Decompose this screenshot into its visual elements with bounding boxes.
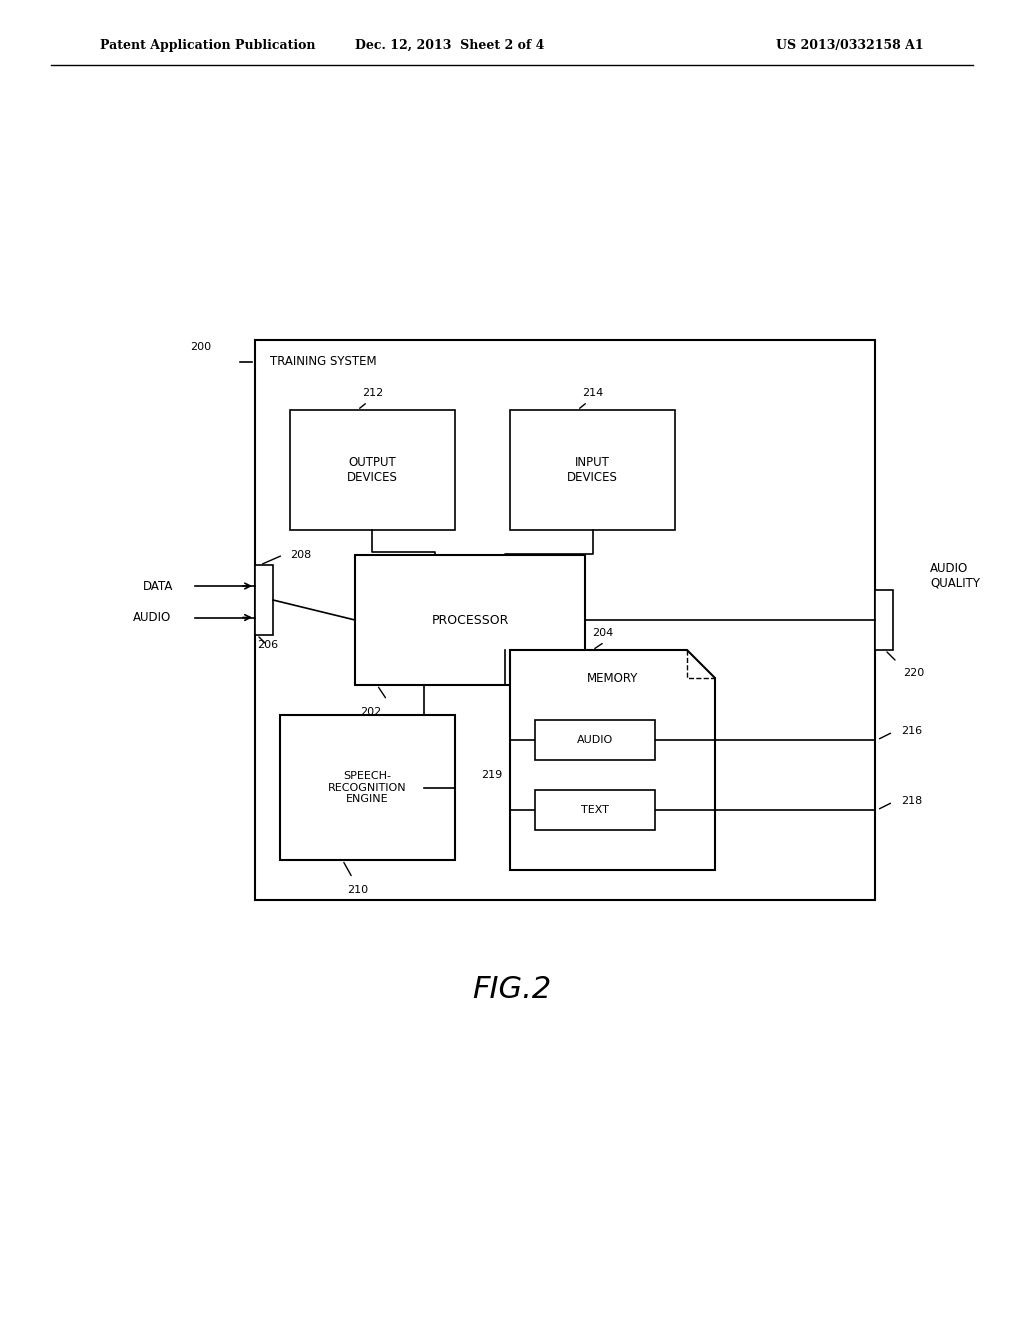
FancyBboxPatch shape [510,411,675,531]
Text: US 2013/0332158 A1: US 2013/0332158 A1 [776,38,924,51]
Text: 214: 214 [582,388,603,399]
Text: 218: 218 [901,796,923,807]
FancyBboxPatch shape [290,411,455,531]
Text: 212: 212 [361,388,383,399]
Text: OUTPUT
DEVICES: OUTPUT DEVICES [347,455,398,484]
Text: 216: 216 [901,726,923,737]
FancyBboxPatch shape [255,341,874,900]
Text: Dec. 12, 2013  Sheet 2 of 4: Dec. 12, 2013 Sheet 2 of 4 [355,38,545,51]
Text: 210: 210 [347,884,368,895]
Polygon shape [510,649,715,870]
Text: PROCESSOR: PROCESSOR [431,614,509,627]
Text: 208: 208 [290,550,311,560]
Text: 219: 219 [480,770,502,780]
Text: Patent Application Publication: Patent Application Publication [100,38,315,51]
Text: 206: 206 [257,640,279,649]
FancyBboxPatch shape [535,719,655,760]
Text: DATA: DATA [143,579,173,593]
FancyBboxPatch shape [255,565,273,635]
FancyBboxPatch shape [355,554,585,685]
Text: MEMORY: MEMORY [587,672,638,685]
Text: AUDIO
QUALITY: AUDIO QUALITY [930,562,980,590]
Text: 220: 220 [903,668,925,678]
Text: FIG.2: FIG.2 [472,975,552,1005]
Text: 204: 204 [592,628,613,638]
FancyBboxPatch shape [280,715,455,861]
Text: INPUT
DEVICES: INPUT DEVICES [567,455,617,484]
Text: TRAINING SYSTEM: TRAINING SYSTEM [270,355,377,368]
FancyBboxPatch shape [874,590,893,649]
Text: AUDIO: AUDIO [577,735,613,744]
Text: 202: 202 [360,708,381,717]
Text: 200: 200 [190,342,211,352]
Text: SPEECH-
RECOGNITION
ENGINE: SPEECH- RECOGNITION ENGINE [328,771,407,804]
Text: AUDIO: AUDIO [133,611,171,624]
FancyBboxPatch shape [535,789,655,830]
Text: TEXT: TEXT [581,805,609,814]
